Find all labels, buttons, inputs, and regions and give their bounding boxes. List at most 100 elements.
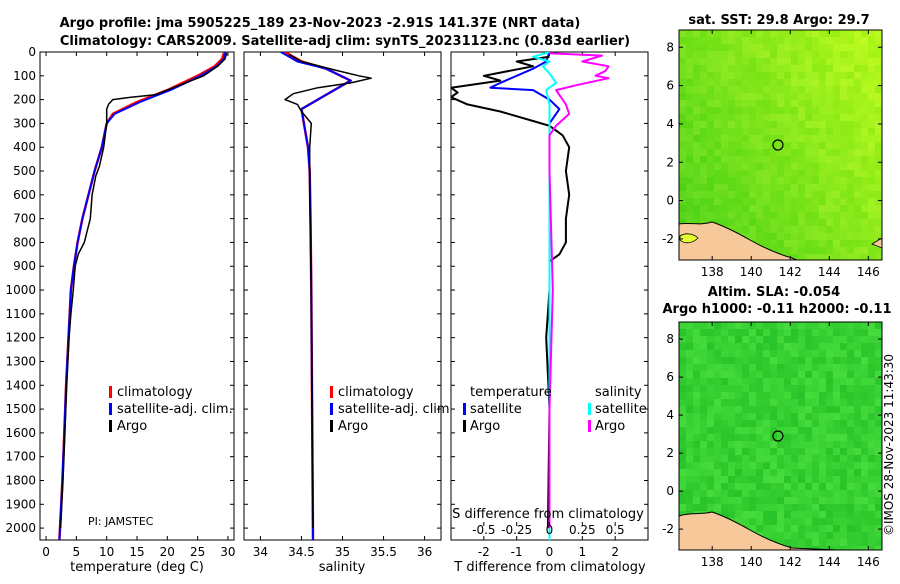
map-cell <box>700 65 708 73</box>
map-cell <box>735 149 743 157</box>
map-cell <box>742 406 750 414</box>
map-cell <box>714 149 722 157</box>
map-cell <box>798 79 806 87</box>
map-cell <box>728 469 736 477</box>
map-cell <box>861 448 869 456</box>
map-cell <box>756 490 764 498</box>
map-cell <box>868 198 876 206</box>
map-cell <box>686 79 694 87</box>
map-cell <box>805 30 813 38</box>
map-cell <box>833 79 841 87</box>
map-cell <box>763 58 771 66</box>
map-cell <box>868 350 876 358</box>
legend-sal-satellite-label: satellite <box>595 402 647 417</box>
map-cell <box>777 406 785 414</box>
map-cell <box>784 191 792 199</box>
map-cell <box>693 156 701 164</box>
map-cell <box>812 357 820 365</box>
map-cell <box>819 254 827 260</box>
map-cell <box>686 490 694 498</box>
map-cell <box>798 212 806 220</box>
map-cell <box>833 86 841 94</box>
map-cell <box>812 149 820 157</box>
map-cell <box>791 114 799 122</box>
map-cell <box>735 170 743 178</box>
map-cell <box>854 149 862 157</box>
map-cell <box>833 448 841 456</box>
map-cell <box>777 240 785 248</box>
map-cell <box>861 30 869 38</box>
lat-tick-label: 2 <box>666 446 674 460</box>
map-cell <box>777 525 785 533</box>
map-cell <box>854 184 862 192</box>
map-cell <box>798 322 806 330</box>
map-cell <box>833 191 841 199</box>
map-cell <box>728 462 736 470</box>
map-cell <box>784 240 792 248</box>
map-cell <box>805 385 813 393</box>
map-cell <box>742 65 750 73</box>
map-cell <box>735 504 743 512</box>
map-cell <box>700 364 708 372</box>
map-cell <box>840 518 848 526</box>
map-cell <box>861 322 869 330</box>
map-cell <box>749 86 757 94</box>
map-cell <box>742 177 750 185</box>
map-cell <box>749 135 757 143</box>
map-cell <box>875 128 882 136</box>
map-cell <box>679 392 687 400</box>
map-cell <box>686 364 694 372</box>
map-cell <box>868 532 876 540</box>
map-cell <box>791 58 799 66</box>
map-cell <box>721 504 729 512</box>
map-cell <box>763 385 771 393</box>
map-cell <box>770 504 778 512</box>
map-cell <box>686 163 694 171</box>
map-cell <box>693 378 701 386</box>
map-cell <box>812 462 820 470</box>
map-cell <box>875 163 882 171</box>
map-cell <box>861 392 869 400</box>
map-cell <box>798 219 806 227</box>
map-cell <box>854 121 862 129</box>
map-cell <box>770 30 778 38</box>
map-cell <box>700 483 708 491</box>
lat-tick-label: 4 <box>666 408 674 422</box>
map-cell <box>770 142 778 150</box>
map-cell <box>826 476 834 484</box>
map-cell <box>679 191 687 199</box>
map-cell <box>868 170 876 178</box>
map-cell <box>833 322 841 330</box>
map-cell <box>693 504 701 512</box>
map-cell <box>756 350 764 358</box>
map-cell <box>707 205 715 213</box>
map-cell <box>777 336 785 344</box>
map-cell <box>700 128 708 136</box>
map-cell <box>721 406 729 414</box>
map-cell <box>784 518 792 526</box>
map-cell <box>854 226 862 234</box>
map-cell <box>819 212 827 220</box>
map-cell <box>714 427 722 435</box>
map-cell <box>784 135 792 143</box>
map-cell <box>791 212 799 220</box>
map-cell <box>707 44 715 52</box>
map-cell <box>693 392 701 400</box>
map-cell <box>679 72 687 80</box>
map-cell <box>840 392 848 400</box>
map-cell <box>833 399 841 407</box>
map-cell <box>791 511 799 519</box>
map-cell <box>833 44 841 52</box>
map-cell <box>833 364 841 372</box>
lat-tick-label: -2 <box>662 232 674 246</box>
map-cell <box>868 163 876 171</box>
map-cell <box>875 497 882 505</box>
map-cell <box>693 51 701 59</box>
map-cell <box>679 483 687 491</box>
map-cell <box>826 135 834 143</box>
map-cell <box>756 226 764 234</box>
map-cell <box>770 532 778 540</box>
map-cell <box>721 184 729 192</box>
map-cell <box>812 469 820 477</box>
map-cell <box>679 51 687 59</box>
